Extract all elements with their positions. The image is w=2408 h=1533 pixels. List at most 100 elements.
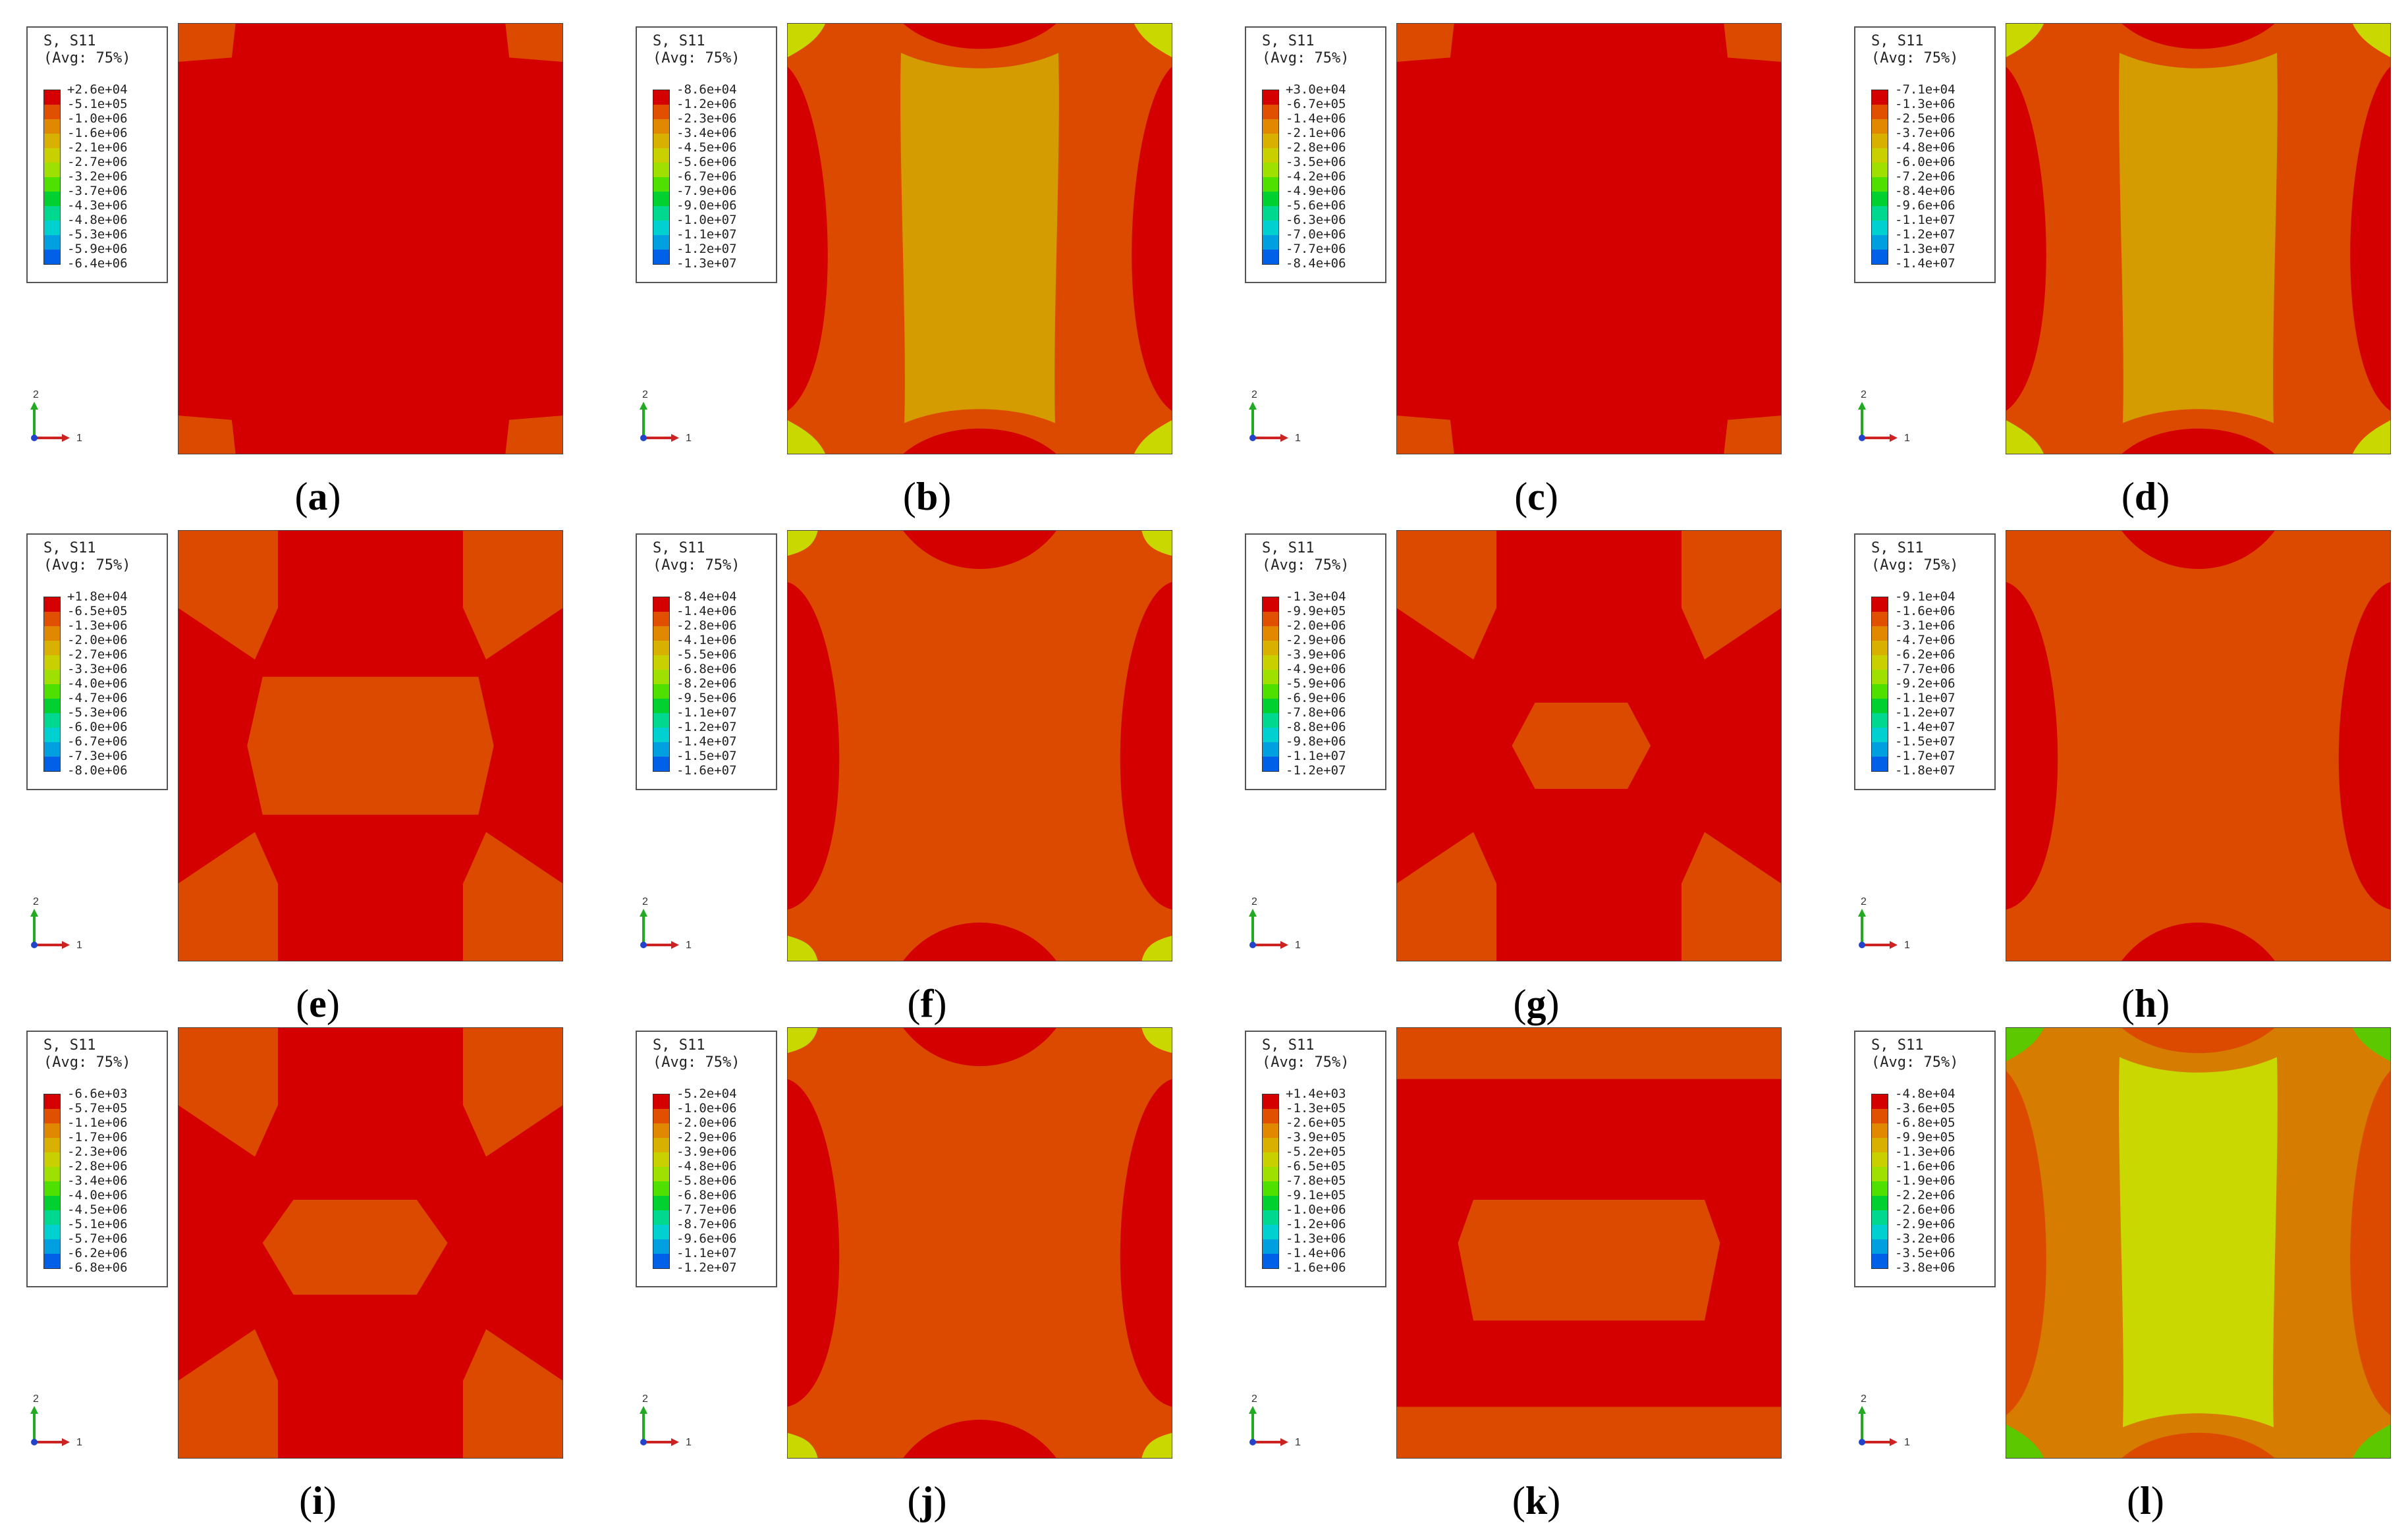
legend-value: -2.3e+06 <box>676 111 737 126</box>
corner-contour <box>178 832 279 961</box>
panel-caption: (a) <box>294 475 341 518</box>
axis-label-2: 2 <box>1251 389 1257 400</box>
axis-label-1: 1 <box>1295 1437 1301 1448</box>
legend-value: -7.7e+06 <box>1286 242 1346 256</box>
legend-value: -2.8e+06 <box>67 1159 128 1173</box>
legend-swatch <box>1263 1210 1278 1225</box>
legend-swatch <box>1872 626 1888 641</box>
legend-swatch <box>653 1210 669 1225</box>
legend-swatch <box>44 105 60 119</box>
legend-value: -2.7e+06 <box>67 647 128 662</box>
right-core <box>2338 581 2391 910</box>
legend-value: -5.8e+06 <box>676 1173 737 1188</box>
legend-value: -9.8e+06 <box>1286 734 1346 749</box>
panel-caption-letter: j <box>920 1479 934 1522</box>
legend-swatch <box>44 597 60 612</box>
stress-contour-map <box>177 529 564 962</box>
panel-caption-letter: b <box>916 475 939 518</box>
corner-contour <box>1724 23 1782 62</box>
panel-caption: (d) <box>2121 475 2170 518</box>
legend-swatch <box>1872 728 1888 742</box>
corner-contour <box>1396 832 1497 961</box>
legend-value: -2.2e+06 <box>1895 1188 1956 1202</box>
legend-title: S, S11 <box>1262 540 1315 556</box>
panel-caption: (g) <box>1513 982 1560 1025</box>
panel-caption-letter: h <box>2134 982 2157 1025</box>
legend-swatch <box>653 655 669 670</box>
panel-caption: (b) <box>902 475 952 518</box>
axis-triad-icon: 21 <box>30 896 82 951</box>
legend-box: S, S11 (Avg: 75%) +1.4e+03 -1.3e+05 -2.6e+05… <box>1245 1031 1386 1287</box>
legend-value: -2.6e+05 <box>1286 1116 1346 1130</box>
contour-panel-c: S, S11 (Avg: 75%) +3.0e+04 -6.7e+05 -1.4e+06… <box>1245 20 1785 518</box>
left-core <box>787 581 840 910</box>
legend-box: S, S11 (Avg: 75%) -8.4e+04 -1.4e+06 -2.8e+06… <box>636 533 777 790</box>
bottom-band <box>1396 1407 1782 1459</box>
legend-value: -1.0e+07 <box>676 213 737 227</box>
legend-swatch <box>653 105 669 119</box>
legend-box: S, S11 (Avg: 75%) -6.6e+03 -5.7e+05 -1.1e+06… <box>26 1031 168 1287</box>
legend-value: -4.9e+06 <box>1286 662 1346 676</box>
legend-value: -1.4e+07 <box>676 734 737 749</box>
contour-panel-d: S, S11 (Avg: 75%) -7.1e+04 -1.3e+06 -2.5e+06… <box>1854 20 2394 518</box>
axis-label-2: 2 <box>33 1393 39 1405</box>
legend-swatch <box>653 90 669 105</box>
axis-triad-icon: 21 <box>1249 896 1301 951</box>
corner-contour <box>1141 530 1172 556</box>
axis-label-1: 1 <box>686 433 692 444</box>
legend-swatch <box>44 163 60 177</box>
legend-swatch <box>44 612 60 626</box>
legend-swatch <box>653 684 669 699</box>
legend-value: -9.0e+06 <box>676 198 737 213</box>
legend-value: -1.3e+07 <box>1895 242 1956 256</box>
legend-swatch <box>44 192 60 206</box>
legend-swatch <box>1872 163 1888 177</box>
legend-value: -3.7e+06 <box>67 184 128 198</box>
corner-contour <box>2006 1027 2044 1062</box>
legend-title: S, S11 <box>1262 33 1315 49</box>
legend-value: -6.8e+06 <box>676 1188 737 1202</box>
legend-value: -4.8e+04 <box>1895 1087 1956 1101</box>
contour-svg <box>1396 1027 1782 1459</box>
stress-contour-map <box>2005 529 2392 962</box>
legend-swatch <box>1872 655 1888 670</box>
legend-swatch <box>653 597 669 612</box>
corner-contour <box>462 1329 563 1459</box>
legend-value: -1.1e+07 <box>1895 213 1956 227</box>
legend-avg-note: (Avg: 75%) <box>653 557 740 574</box>
stress-contour-map <box>2005 22 2392 455</box>
legend-swatch <box>44 1181 60 1196</box>
legend-swatch <box>1263 699 1278 713</box>
axis-triad-icon: 21 <box>640 1393 692 1448</box>
legend-value: -1.2e+07 <box>676 720 737 734</box>
legend-swatch <box>1263 728 1278 742</box>
legend-value: -1.2e+07 <box>676 242 737 256</box>
bottom-core <box>902 1420 1057 1459</box>
legend-value: -4.5e+06 <box>676 140 737 155</box>
legend-avg-note: (Avg: 75%) <box>43 50 131 67</box>
legend-value: -1.4e+06 <box>676 604 737 618</box>
legend-value: -3.8e+06 <box>1895 1260 1956 1275</box>
axis-triad-icon: 21 <box>1249 1393 1301 1448</box>
legend-value: -6.9e+06 <box>1286 691 1346 705</box>
legend-value: -3.2e+06 <box>67 169 128 184</box>
right-core <box>1120 581 1172 910</box>
contour-panel-f: S, S11 (Avg: 75%) -8.4e+04 -1.4e+06 -2.8e+06… <box>636 527 1176 1025</box>
corner-contour <box>787 530 818 556</box>
legend-value: -1.3e+06 <box>1895 97 1956 111</box>
legend-value: -7.2e+06 <box>1895 169 1956 184</box>
legend-value: +1.4e+03 <box>1286 1087 1346 1101</box>
panel-caption-letter: c <box>1527 475 1545 518</box>
stress-field <box>178 23 563 454</box>
legend-color-bar <box>1262 597 1279 772</box>
legend-value: -1.3e+07 <box>676 256 737 271</box>
legend-swatch <box>1263 206 1278 221</box>
corner-contour <box>787 419 826 454</box>
legend-value: -5.1e+05 <box>67 97 128 111</box>
legend-value: -6.8e+06 <box>67 1260 128 1275</box>
legend-value: -8.4e+06 <box>1286 256 1346 271</box>
legend-swatch <box>653 1225 669 1239</box>
legend-swatch <box>1263 1167 1278 1181</box>
contour-panel-h: S, S11 (Avg: 75%) -9.1e+04 -1.6e+06 -3.1e+06… <box>1854 527 2394 1025</box>
